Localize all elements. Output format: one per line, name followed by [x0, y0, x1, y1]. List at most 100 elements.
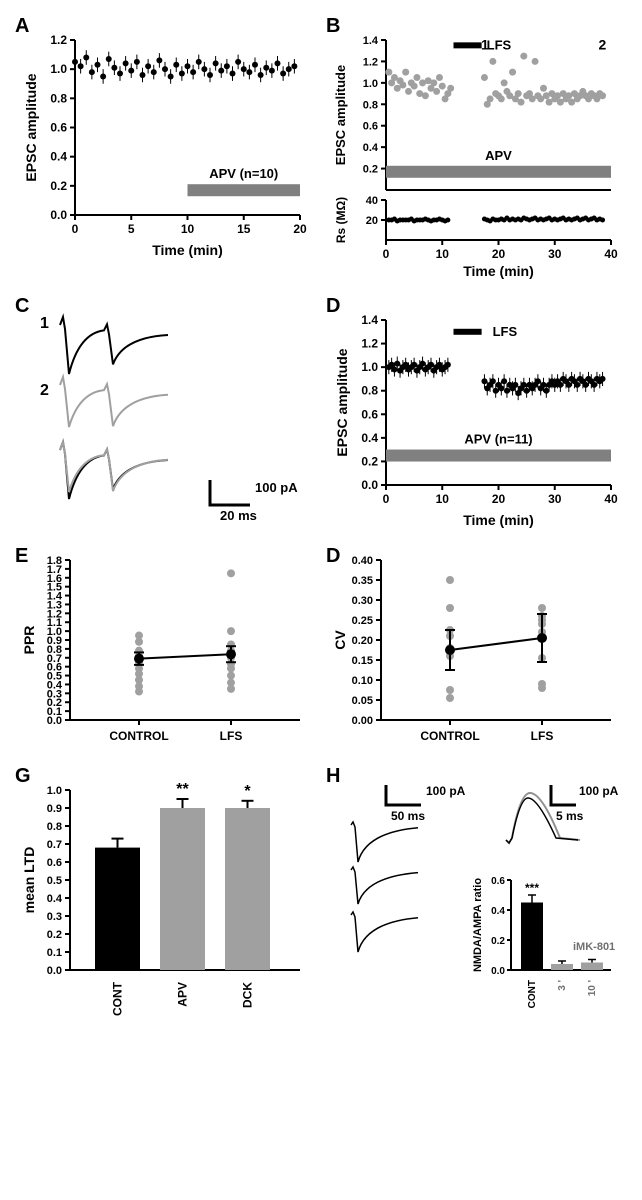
svg-text:3 ': 3 ': [557, 980, 568, 991]
svg-text:0.0: 0.0: [50, 208, 67, 222]
svg-text:mean LTD: mean LTD: [21, 847, 37, 914]
chart-F: 0.000.050.100.150.200.250.300.350.40CVCO…: [331, 550, 621, 750]
svg-text:15: 15: [237, 222, 251, 236]
chart-D: 0.00.20.40.60.81.01.21.4010203040Time (m…: [331, 300, 621, 530]
svg-text:0.40: 0.40: [352, 555, 373, 567]
panel-H: H 100 pA50 ms100 pA5 ms0.00.20.40.6NMDA/…: [331, 770, 622, 1020]
svg-text:0.2: 0.2: [50, 179, 67, 193]
svg-text:**: **: [176, 781, 189, 798]
svg-text:0.30: 0.30: [352, 595, 373, 607]
svg-text:0.8: 0.8: [363, 99, 378, 111]
svg-text:NMDA/AMPA ratio: NMDA/AMPA ratio: [472, 878, 484, 972]
panel-E: E 0.00.10.20.30.40.50.60.70.80.91.01.11.…: [20, 550, 311, 750]
svg-text:1.2: 1.2: [50, 33, 67, 47]
panel-D-label: D: [326, 295, 340, 318]
figure-grid: A 0.00.20.40.60.81.01.205101520Time (min…: [20, 20, 622, 1020]
svg-text:EPSC amplitude: EPSC amplitude: [333, 65, 348, 165]
svg-text:0.5: 0.5: [47, 875, 62, 887]
svg-text:2: 2: [599, 36, 607, 52]
svg-text:20: 20: [366, 215, 378, 227]
svg-text:0.6: 0.6: [50, 121, 67, 135]
svg-text:0.3: 0.3: [47, 911, 62, 923]
panel-F-label: D: [326, 545, 340, 568]
traces-C: 1 2 100 pA 20 ms: [20, 300, 310, 530]
svg-text:1.4: 1.4: [361, 313, 378, 327]
svg-text:100 pA: 100 pA: [426, 784, 466, 798]
svg-text:0.15: 0.15: [352, 655, 373, 667]
svg-text:0: 0: [383, 492, 390, 506]
svg-text:0.8: 0.8: [47, 821, 62, 833]
svg-text:40: 40: [604, 492, 618, 506]
panel-H-label: H: [326, 765, 340, 788]
svg-text:CONTROL: CONTROL: [420, 729, 479, 743]
svg-text:DCK: DCK: [241, 982, 255, 1008]
svg-text:Time (min): Time (min): [463, 512, 534, 528]
svg-text:***: ***: [525, 881, 539, 895]
svg-text:0.25: 0.25: [352, 615, 373, 627]
svg-text:0.2: 0.2: [363, 164, 378, 176]
svg-text:EPSC amplitude: EPSC amplitude: [334, 348, 350, 456]
panel-G-label: G: [15, 765, 31, 788]
svg-text:1.2: 1.2: [363, 56, 378, 68]
svg-text:0.4: 0.4: [361, 431, 378, 445]
svg-text:*: *: [244, 783, 251, 800]
chart-G: 0.00.10.20.30.40.50.60.70.80.91.0mean LT…: [20, 770, 310, 1020]
svg-text:0.4: 0.4: [47, 893, 63, 905]
svg-text:1: 1: [40, 315, 49, 332]
svg-text:0.20: 0.20: [352, 635, 373, 647]
svg-text:50 ms: 50 ms: [391, 809, 425, 823]
svg-text:0.0: 0.0: [361, 478, 378, 492]
svg-text:0.8: 0.8: [361, 384, 378, 398]
svg-text:1.0: 1.0: [361, 360, 378, 374]
panel-A: A 0.00.20.40.60.81.01.205101520Time (min…: [20, 20, 311, 280]
panel-G: G 0.00.10.20.30.40.50.60.70.80.91.0mean …: [20, 770, 311, 1020]
svg-text:APV: APV: [485, 148, 512, 163]
svg-text:0.0: 0.0: [47, 965, 62, 977]
svg-text:LFS: LFS: [487, 37, 512, 52]
svg-text:EPSC amplitude: EPSC amplitude: [23, 73, 39, 181]
svg-text:0.6: 0.6: [363, 121, 378, 133]
svg-text:1: 1: [481, 36, 489, 52]
svg-text:LFS: LFS: [220, 729, 243, 743]
svg-text:1.8: 1.8: [47, 555, 62, 567]
svg-text:5 ms: 5 ms: [556, 809, 584, 823]
svg-text:30: 30: [548, 247, 562, 261]
svg-text:0.6: 0.6: [361, 407, 378, 421]
svg-text:1.2: 1.2: [361, 337, 378, 351]
panel-A-label: A: [15, 15, 29, 38]
panel-C: C 12100 pA20 ms: [20, 300, 311, 530]
svg-text:0.7: 0.7: [47, 839, 62, 851]
svg-text:CONT: CONT: [527, 980, 538, 1008]
svg-text:2: 2: [40, 382, 49, 399]
svg-text:100 pA: 100 pA: [255, 480, 298, 495]
svg-text:0: 0: [383, 247, 390, 261]
svg-text:APV (n=11): APV (n=11): [464, 432, 532, 447]
svg-text:40: 40: [366, 195, 378, 207]
svg-text:20: 20: [492, 492, 506, 506]
svg-text:0.4: 0.4: [363, 142, 379, 154]
svg-text:30: 30: [548, 492, 562, 506]
svg-text:10: 10: [181, 222, 195, 236]
chart-A: 0.00.20.40.60.81.01.205101520Time (min)E…: [20, 20, 310, 260]
svg-text:20: 20: [293, 222, 307, 236]
panel-F: D 0.000.050.100.150.200.250.300.350.40CV…: [331, 550, 622, 750]
svg-text:20 ms: 20 ms: [220, 508, 257, 523]
panel-E-label: E: [15, 545, 28, 568]
svg-text:100 pA: 100 pA: [579, 784, 619, 798]
svg-text:iMK-801: iMK-801: [573, 941, 615, 953]
svg-text:PPR: PPR: [21, 626, 37, 655]
svg-text:0.10: 0.10: [352, 675, 373, 687]
svg-text:LFS: LFS: [493, 324, 518, 339]
svg-text:0.2: 0.2: [47, 929, 62, 941]
svg-text:40: 40: [604, 247, 618, 261]
panel-D: D 0.00.20.40.60.81.01.21.4010203040Time …: [331, 300, 622, 530]
chart-E: 0.00.10.20.30.40.50.60.70.80.91.01.11.21…: [20, 550, 310, 750]
svg-text:1.4: 1.4: [363, 35, 379, 47]
svg-text:0.8: 0.8: [50, 91, 67, 105]
svg-text:0: 0: [72, 222, 79, 236]
svg-text:10 ': 10 ': [587, 980, 598, 996]
svg-text:0.0: 0.0: [491, 966, 505, 977]
svg-text:10: 10: [436, 492, 450, 506]
svg-text:CONTROL: CONTROL: [109, 729, 168, 743]
panel-B: B 0.20.40.60.81.01.21.4EPSC amplitudeLFS…: [331, 20, 622, 280]
